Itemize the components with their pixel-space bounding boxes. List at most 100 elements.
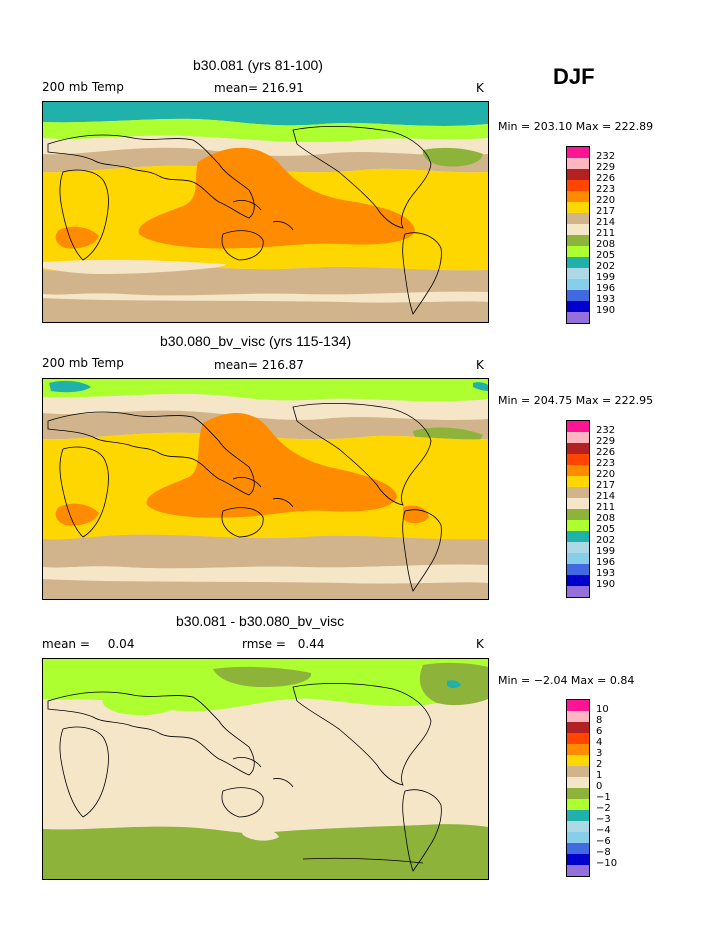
band-tan-1 [43,410,488,440]
green-tongue-asia [102,699,173,716]
swatch-10 [567,799,589,810]
swatch-8 [567,777,589,788]
band-wheat-north [43,135,488,156]
swatch-15 [567,575,589,586]
panel-1-title: b30.081 (yrs 81-100) [193,57,323,73]
panel-1-map [42,101,489,323]
swatch-16 [567,865,589,876]
swatch-7 [567,487,589,498]
legend-label: 217 [596,480,616,491]
band-wheat-south [43,564,488,579]
legend-label: 193 [596,294,616,305]
panel-3-mean: mean = 0.04 [42,637,134,651]
wheat-tongue-south [239,826,279,841]
legend-label: 202 [596,535,616,546]
band-tan-south-2 [43,579,488,599]
legend-label: 0 [596,781,603,792]
swatch-9 [567,235,589,246]
swatch-7 [567,213,589,224]
band-orange-pacific [138,147,415,249]
panel-2-mean: mean= 216.87 [214,358,304,372]
teal-patch-arctic [49,380,91,393]
orange-patch-africa [55,226,99,249]
legend-label: 214 [596,491,616,502]
swatch-9 [567,788,589,799]
panel-2-colorbar [566,420,590,598]
legend-label: 3 [596,748,603,759]
panel-3-rmse-label: rmse = [242,637,286,651]
swatch-4 [567,733,589,744]
panel-3-mean-label: mean = [42,637,90,651]
legend-label: 1 [596,770,603,781]
panel-1-colorbar-labels: 232 229 226 223 220 217 214 211 208 205 … [596,151,615,316]
swatch-13 [567,279,589,290]
coastlines [47,126,442,315]
swatch-11 [567,810,589,821]
legend-label: 229 [596,436,616,447]
band-orange-pacific [146,412,397,518]
panel-2-variable: 200 mb Temp [42,356,124,370]
band-green-arctic [43,379,488,402]
legend-label: 6 [596,726,603,737]
swatch-5 [567,744,589,755]
coastlines [47,403,442,592]
panel-2-map [42,378,489,600]
legend-label: 211 [596,502,616,513]
swatch-4 [567,454,589,465]
coastlines [47,683,442,872]
legend-label: 208 [596,513,616,524]
panel-3-title: b30.081 - b30.080_bv_visc [176,613,345,629]
panel-2-mean-label: mean= [214,358,259,372]
panel-2-min-max: Min = 204.75 Max = 222.95 [498,394,654,407]
legend-label: 205 [596,524,616,535]
panel-3-units: K [476,637,484,651]
swatch-16 [567,312,589,323]
legend-label: 214 [596,217,616,228]
legend-label: 226 [596,447,616,458]
panel-1-mean-label: mean= [214,81,259,95]
orange-patch-africa [55,503,99,526]
panel-1-colorbar [566,146,590,324]
band-tan-south [43,534,488,569]
swatch-15 [567,301,589,312]
legend-label: 10 [596,704,609,715]
legend-label: 232 [596,151,616,162]
legend-label: −2 [596,803,611,814]
swatch-3 [567,722,589,733]
legend-label: 196 [596,557,616,568]
panel-2-units: K [476,358,484,372]
swatch-2 [567,158,589,169]
legend-label: 220 [596,469,616,480]
swatch-6 [567,755,589,766]
swatch-12 [567,821,589,832]
panel-3-min-max: Min = −2.04 Max = 0.84 [498,674,635,687]
band-teal-arctic [43,102,488,126]
swatch-13 [567,553,589,564]
legend-label: 223 [596,184,616,195]
swatch-2 [567,711,589,722]
band-tan-south-2 [43,298,488,322]
swatch-13 [567,832,589,843]
legend-label: 217 [596,206,616,217]
swatch-8 [567,498,589,509]
legend-label: 229 [596,162,616,173]
swatch-14 [567,843,589,854]
panel-3-rmse-value: 0.44 [297,637,325,651]
legend-label: −10 [596,858,618,869]
legend-label: 226 [596,173,616,184]
swatch-2 [567,432,589,443]
green-north-dark-2 [213,666,312,687]
panel-3-map [42,658,489,880]
legend-label: 196 [596,283,616,294]
teal-patch-arctic-east [473,382,488,391]
legend-label: −4 [596,825,611,836]
swatch-5 [567,191,589,202]
swatch-3 [567,443,589,454]
band-green-north [43,118,488,143]
swatch-8 [567,224,589,235]
panel-3-rmse: rmse = 0.44 [242,637,324,651]
swatch-10 [567,246,589,257]
legend-label: 8 [596,715,603,726]
swatch-7 [567,766,589,777]
swatch-6 [567,202,589,213]
